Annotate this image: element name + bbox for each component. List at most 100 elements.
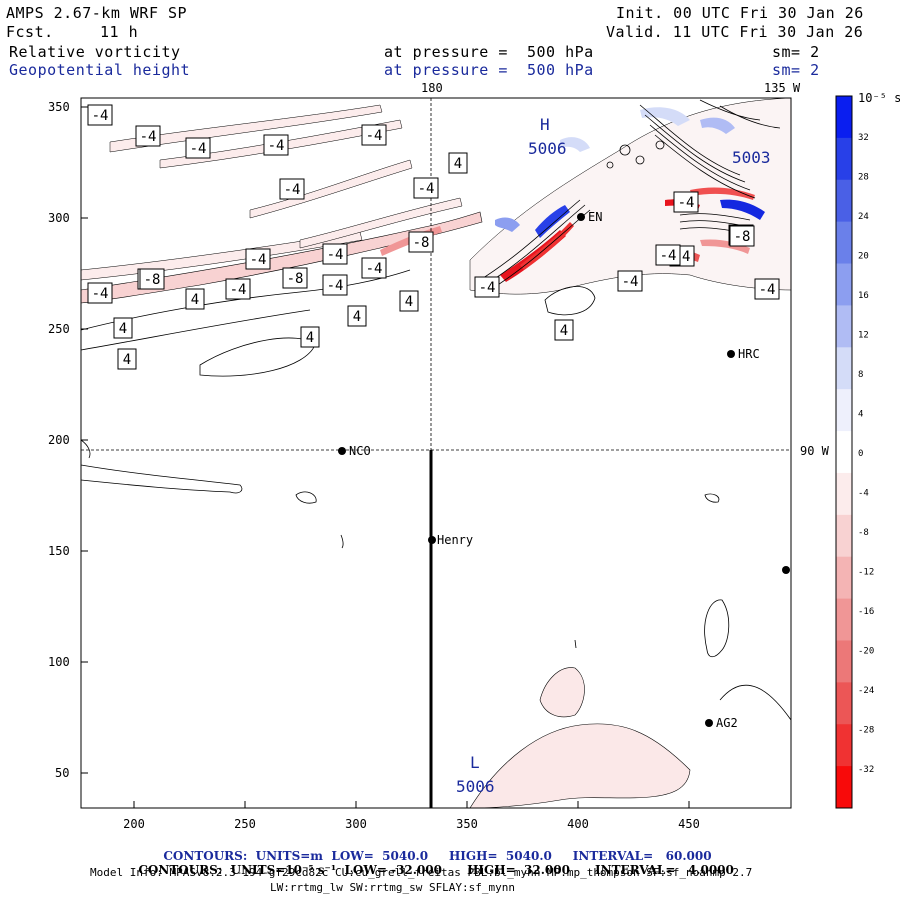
footer-model-info-2: LW:rrtmg_lw SW:rrtmg_sw SFLAY:sf_mynn: [270, 881, 516, 894]
contour-value-text: -4: [140, 129, 157, 145]
colorbar-swatch: [836, 640, 852, 683]
x-tick: 200: [123, 817, 145, 831]
high-letter: H: [540, 115, 550, 134]
contour-value-box: -8: [139, 268, 165, 290]
contour-value-box: 4: [300, 326, 320, 348]
colorbar-swatch: [836, 389, 852, 432]
meridian-180-label: 180: [421, 81, 443, 95]
station-label: NCO: [349, 444, 371, 458]
high-value-secondary: 5003: [732, 148, 771, 167]
contour-value-text: -4: [92, 108, 109, 124]
colorbar-label: 12: [858, 331, 869, 341]
colorbar-swatch: [836, 137, 852, 181]
contours-interval: INTERVAL= 60.000: [572, 849, 712, 863]
axis-ticks: [81, 106, 690, 808]
contour-value-text: -4: [327, 278, 344, 294]
colorbar-swatch: [836, 682, 852, 725]
contours-high: HIGH= 5040.0: [448, 849, 552, 863]
contours-label: CONTOURS:: [138, 863, 223, 877]
contour-value-box: -4: [322, 243, 348, 265]
colorbar-swatch: [836, 263, 852, 306]
contour-value-box: 4: [399, 290, 419, 312]
y-tick: 200: [48, 433, 70, 447]
x-tick: 350: [456, 817, 478, 831]
x-tick: 300: [345, 817, 367, 831]
contours-low: LOW= -32.000: [344, 863, 442, 877]
colorbar-swatch: [836, 347, 852, 390]
colorbar-swatch: [836, 472, 852, 516]
contour-value-box: -4: [754, 278, 780, 300]
contour-value-text: 4: [306, 330, 314, 346]
colorbar-label: 24: [858, 212, 869, 222]
contour-value-text: -4: [678, 195, 695, 211]
contour-value-box: 4: [117, 348, 137, 370]
valid-time: Valid. 11 UTC Fri 30 Jan 26: [606, 23, 864, 41]
colorbar-unit: 10⁻⁵ s⁻¹: [858, 91, 900, 105]
station-label: AG2: [716, 716, 738, 730]
x-tick-labels: 200 250 300 350 400 450: [123, 817, 700, 831]
contour-value-box: 4: [347, 305, 367, 327]
y-tick: 300: [48, 211, 70, 225]
colorbar-swatch: [836, 96, 852, 139]
pressure-centers: H 5006 5003 L 5006: [456, 115, 771, 796]
colorbar-label: -28: [858, 726, 874, 736]
contour-value-box: -4: [225, 278, 251, 300]
contour-value-text: -4: [479, 280, 496, 296]
field2-name: Geopotential height: [9, 61, 191, 79]
footer-contours-height: CONTOURS: UNITS=m LOW= 5040.0 HIGH= 5040…: [155, 838, 712, 863]
x-tick: 450: [678, 817, 700, 831]
contours-low: LOW= 5040.0: [331, 849, 429, 863]
contour-value-box: -4: [617, 270, 643, 292]
colorbar-swatch: [836, 431, 852, 474]
contour-value-text: -4: [230, 282, 247, 298]
colorbar-label: -16: [858, 607, 874, 617]
contour-value-box: -4: [361, 257, 387, 279]
colorbar-swatch: [836, 724, 852, 767]
colorbar-label: -12: [858, 568, 874, 578]
contour-value-box: -4: [474, 276, 500, 298]
contour-value-text: 4: [353, 309, 361, 325]
colorbar-swatch: [836, 305, 852, 348]
contour-value-text: 4: [191, 292, 199, 308]
low-value: 5006: [456, 777, 495, 796]
colorbar-label: 20: [858, 252, 869, 262]
contours-units: UNITS=m: [255, 849, 324, 863]
contour-value-box: -4: [413, 177, 439, 199]
forecast-label: Fcst.: [6, 23, 54, 41]
contour-value-box: -4: [279, 178, 305, 200]
footer-contours-vorticity: CONTOURS: UNITS=10⁻⁵ s⁻¹ LOW= -32.000 HI…: [130, 852, 734, 876]
colorbar-frame: [835, 95, 853, 809]
field1-pressure: at pressure = 500 hPa: [384, 43, 594, 61]
contour-value-box: -4: [263, 134, 289, 156]
plot-frame: [80, 97, 792, 809]
colorbar-label: -8: [858, 528, 869, 538]
colorbar-label: 0: [858, 449, 863, 459]
station-label: Henry: [437, 533, 473, 547]
contours-interval: INTERVAL= 4.0000: [595, 863, 734, 877]
colorbar-label: 32: [858, 133, 869, 143]
colorbar-label: 8: [858, 370, 863, 380]
colorbar-swatch: [836, 514, 852, 558]
contour-value-box: -4: [87, 282, 113, 304]
contour-value-box: -4: [322, 274, 348, 296]
contour-value-text: 4: [405, 294, 413, 310]
contour-value-text: -4: [660, 248, 677, 264]
colorbar-swatch: [836, 556, 852, 600]
vorticity-field: [81, 98, 791, 808]
high-value: 5006: [528, 139, 567, 158]
field1-smoothing: sm= 2: [772, 43, 820, 61]
field2-smoothing: sm= 2: [772, 61, 820, 79]
contour-value-box: 4: [113, 317, 133, 339]
colorbar-label: -20: [858, 647, 874, 657]
colorbar-label: 28: [858, 173, 869, 183]
y-tick: 350: [48, 100, 70, 114]
contour-value-box: -8: [408, 231, 434, 253]
model-title: AMPS 2.67-km WRF SP: [6, 4, 188, 22]
contour-value-text: -4: [190, 141, 207, 157]
contour-value-text: -8: [413, 235, 430, 251]
forecast-hour: 11 h: [100, 23, 139, 41]
colorbar-label: -32: [858, 765, 874, 775]
y-tick: 150: [48, 544, 70, 558]
station-marker: [577, 213, 585, 221]
